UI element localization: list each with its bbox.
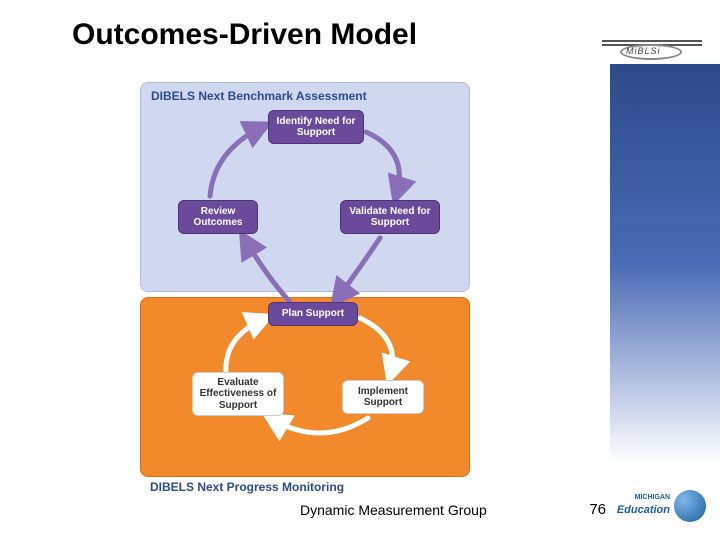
side-blue-bar xyxy=(610,64,720,464)
outcomes-diagram: DIBELS Next Benchmark Assessment DIBELS … xyxy=(140,82,470,477)
slide-title: Outcomes-Driven Model xyxy=(72,18,417,52)
node-review: Review Outcomes xyxy=(178,200,258,234)
node-evaluate: Evaluate Effectiveness of Support xyxy=(192,372,284,416)
panel-progress-label: DIBELS Next Progress Monitoring xyxy=(150,480,344,494)
node-validate: Validate Need for Support xyxy=(340,200,440,234)
miblsi-logo-text: MiBLSi xyxy=(626,46,661,56)
footer-source: Dynamic Measurement Group xyxy=(300,502,487,518)
miblsi-logo: MiBLSi xyxy=(602,40,702,64)
panel-benchmark-label: DIBELS Next Benchmark Assessment xyxy=(151,89,459,103)
logo-line1: MICHIGAN xyxy=(635,494,670,501)
globe-icon xyxy=(674,490,706,522)
node-implement: Implement Support xyxy=(342,380,424,414)
node-plan: Plan Support xyxy=(268,302,358,326)
logo-line2: Education xyxy=(617,504,670,516)
page-number: 76 xyxy=(589,501,606,518)
michigan-education-logo: MICHIGAN Education xyxy=(614,490,706,530)
node-identify: Identify Need for Support xyxy=(268,110,364,144)
